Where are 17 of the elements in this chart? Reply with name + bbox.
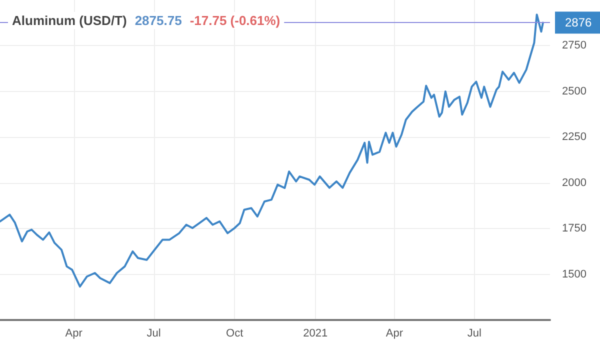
ref-line-label: 2876 [565,16,592,30]
x-tick-label: Apr [65,328,83,340]
text: Aluminum (USD/T) [12,13,127,28]
x-tick-label: 2021 [303,328,328,340]
x-tick-label: Jul [467,328,482,340]
x-tick-label: Oct [226,328,244,340]
y-tick-label: 2000 [562,176,586,189]
x-tick-label: Jul [146,328,161,340]
y-tick-label: 1500 [562,268,586,280]
annotation: -17.75 (-0.61%) [190,13,280,28]
line-series [0,14,544,288]
y-tick-label: 1750 [562,222,586,235]
x-tick-label: Apr [386,328,404,340]
y-tick-label: 2250 [562,131,586,144]
y-tick-label: 2500 [562,85,586,98]
annotation: 2875.75 [134,13,182,28]
y-tick-label: 2750 [562,40,586,52]
